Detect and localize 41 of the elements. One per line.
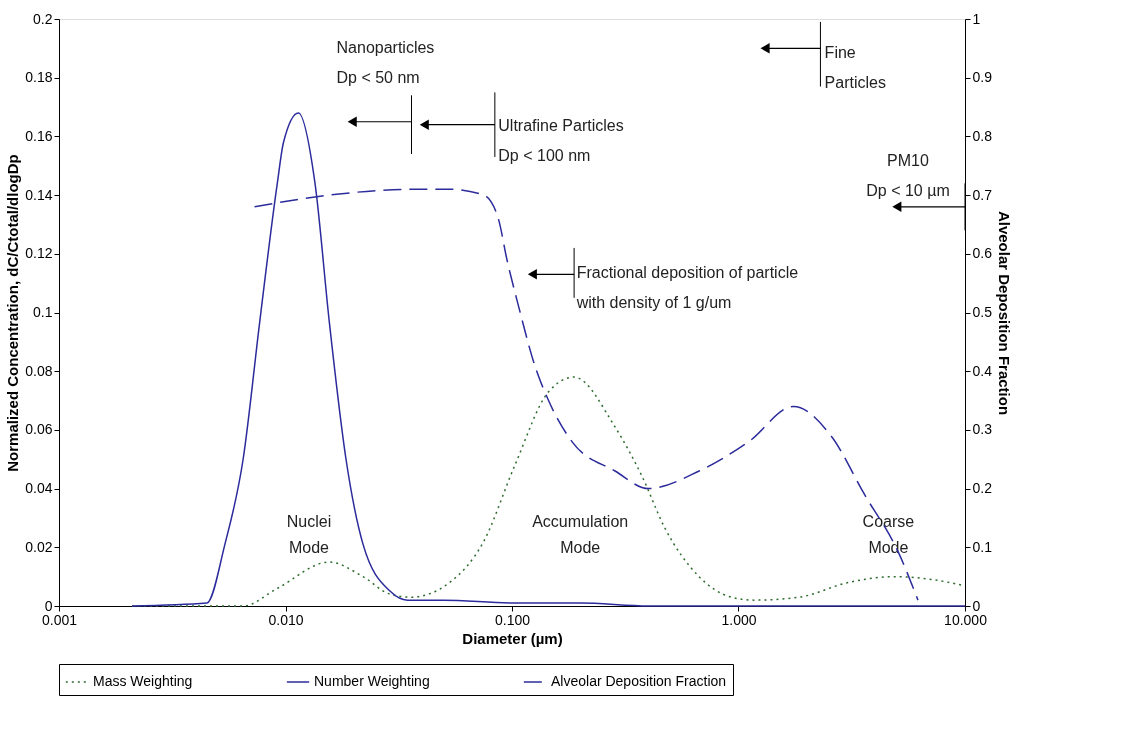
ref-line-label: Ultrafine Particles Dp < 100 nm — [498, 117, 624, 165]
legend-label: Number Weighting — [314, 673, 430, 689]
ref-line-label: Fractional deposition of particle with density of 1 g/um — [575, 263, 799, 311]
y2-tick-label: 0.5 — [972, 304, 993, 320]
y2-tick-label: 0.1 — [972, 538, 993, 555]
y-axis-title: Normalized Concentration, dC/Ctotal/dlogDp — [4, 154, 22, 472]
y-tick-label: 0.04 — [25, 480, 53, 497]
x-tick-label: 10.000 — [944, 611, 988, 628]
y-tick-label: 0.1 — [33, 304, 53, 320]
y-tick-label: 0.14 — [25, 186, 53, 203]
ref-line-label: PM10 Dp < 10 µm — [866, 152, 950, 200]
ref-line-label: Nanoparticles Dp < 50 nm — [336, 39, 435, 87]
ref-line-label: Fine Particles — [824, 43, 886, 91]
y2-tick-label: 0.4 — [972, 362, 993, 379]
annotation: Accumulation Mode — [532, 513, 629, 557]
y-tick-label: 0.12 — [25, 245, 53, 262]
y-tick-label: 0.2 — [33, 10, 53, 27]
y2-tick-label: 0 — [972, 597, 981, 614]
y2-tick-label: 0.8 — [972, 127, 993, 144]
y2-axis-title: Alveolar Deposition Fraction — [995, 210, 1013, 416]
x-tick-label: 1.000 — [721, 611, 757, 628]
y-tick-label: 0.02 — [25, 538, 53, 555]
x-tick-label: 0.010 — [268, 611, 304, 628]
y-tick-label: 0 — [44, 597, 53, 614]
legend-label: Alveolar Deposition Fraction — [551, 673, 727, 689]
y2-tick-label: 0.2 — [972, 480, 993, 497]
x-tick-label: 0.001 — [41, 611, 78, 628]
y-tick-label: 0.18 — [25, 69, 53, 86]
y-tick-label: 0.16 — [25, 127, 53, 144]
y2-tick-label: 0.7 — [972, 186, 993, 203]
legend-label: Mass Weighting — [93, 673, 193, 689]
annotation: Nuclei Mode — [286, 513, 332, 557]
y2-tick-label: 0.3 — [972, 421, 993, 438]
annotation: Coarse Mode — [862, 513, 915, 557]
y2-tick-label: 1 — [972, 10, 981, 27]
y2-tick-label: 0.6 — [972, 245, 993, 262]
x-tick-label: 0.100 — [494, 611, 531, 628]
x-axis-title: Diameter (µm) — [462, 629, 563, 647]
y-tick-label: 0.06 — [25, 421, 53, 438]
y-tick-label: 0.08 — [25, 362, 53, 379]
y2-tick-label: 0.9 — [972, 69, 993, 86]
